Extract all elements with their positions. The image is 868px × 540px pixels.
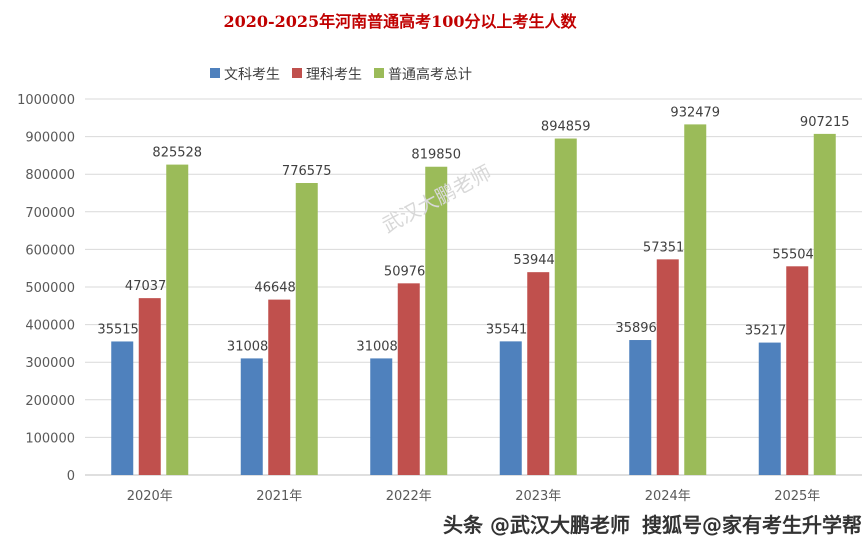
gridlines <box>85 98 862 476</box>
data-label: 539447 <box>513 253 563 268</box>
bar-1 <box>240 358 263 475</box>
data-label: 310088 <box>356 339 406 354</box>
data-label: 573517 <box>643 240 693 255</box>
bar-2 <box>138 298 161 475</box>
legend-swatch <box>374 68 384 78</box>
data-label: 907215 <box>800 115 850 130</box>
bar-2 <box>397 283 420 475</box>
legend: 文科考生 理科考生 普通高考总计 <box>210 66 472 83</box>
x-tick-label: 2025年 <box>774 489 820 504</box>
y-tick-label: 400000 <box>25 319 75 334</box>
x-tick-label: 2020年 <box>127 489 173 504</box>
bar-3 <box>166 164 189 475</box>
bar-2 <box>786 266 809 475</box>
x-tick-label: 2023年 <box>515 489 561 504</box>
data-label: 358962 <box>615 321 665 336</box>
data-label: 466487 <box>254 281 304 296</box>
y-axis: 0 100000 200000 300000 400000 500000 600000 700… <box>17 93 75 484</box>
watermark-bottom-1: 头条 @武汉大鹏老师 <box>443 513 630 537</box>
data-label: 819850 <box>411 148 461 163</box>
bar-3 <box>684 124 707 476</box>
y-tick-label: 100000 <box>25 431 75 446</box>
y-tick-label: 600000 <box>25 243 75 258</box>
x-tick-label: 2022年 <box>386 489 432 504</box>
bar-3 <box>425 166 448 476</box>
watermark-bottom-2: 搜狐号@家有考生升学帮 <box>642 513 862 537</box>
bar-2 <box>527 272 550 475</box>
bar-1 <box>370 358 393 475</box>
bar-2 <box>268 299 291 475</box>
y-tick-label: 800000 <box>25 168 75 183</box>
bar-1 <box>111 341 134 475</box>
y-tick-label: 300000 <box>25 356 75 371</box>
y-tick-label: 0 <box>67 469 75 484</box>
bar-3 <box>813 133 836 476</box>
legend-swatch <box>210 68 220 78</box>
x-tick-label: 2021年 <box>256 489 302 504</box>
bar-2 <box>656 259 679 475</box>
bar-1 <box>499 341 522 475</box>
data-label: 355412 <box>486 322 536 337</box>
data-label: 776575 <box>282 164 332 179</box>
y-tick-label: 700000 <box>25 206 75 221</box>
y-tick-label: 1000000 <box>17 93 75 108</box>
y-tick-label: 200000 <box>25 394 75 409</box>
data-label: 310088 <box>227 339 277 354</box>
data-label: 825528 <box>152 146 202 161</box>
x-tick-label: 2024年 <box>645 489 691 504</box>
bar-3 <box>295 183 318 475</box>
legend-label: 理科考生 <box>306 67 362 83</box>
x-axis: 2020年 2021年 2022年 2023年 2024年 2025年 <box>127 489 821 504</box>
chart-title: 2020-2025年河南普通高考100分以上考生人数 <box>223 12 577 31</box>
legend-label: 文科考生 <box>224 67 280 83</box>
legend-label: 普通高考总计 <box>388 66 472 83</box>
data-label: 355150 <box>97 322 147 337</box>
bars: 355150 470378 825528 310088 466487 776575 3100… <box>97 105 850 476</box>
bar-1 <box>629 340 652 475</box>
y-tick-label: 500000 <box>25 281 75 296</box>
data-label: 509762 <box>384 264 434 279</box>
bar-3 <box>554 138 577 475</box>
data-label: 932479 <box>670 105 720 120</box>
y-tick-label: 900000 <box>25 131 75 146</box>
data-label: 894859 <box>541 120 591 135</box>
data-label: 470378 <box>125 279 175 294</box>
data-label: 555040 <box>772 247 822 262</box>
data-label: 352175 <box>745 324 795 339</box>
legend-swatch <box>292 68 302 78</box>
bar-1 <box>758 342 781 475</box>
